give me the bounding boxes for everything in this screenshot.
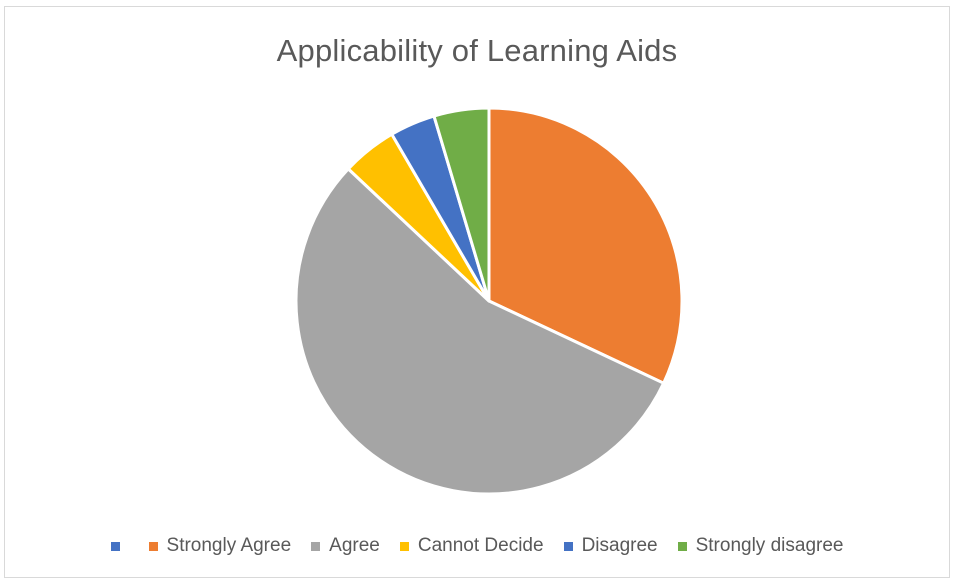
- pie-slice-strongly-agree: [487, 106, 684, 385]
- pie-slice-agree: [294, 167, 666, 496]
- chart-title: Applicability of Learning Aids: [276, 33, 678, 68]
- legend-swatch: [110, 541, 120, 551]
- legend-swatch: [677, 541, 687, 551]
- legend-label: Strongly Agree: [166, 535, 292, 556]
- chart-frame: Applicability of Learning Aids Strongly …: [4, 6, 950, 578]
- legend-swatch: [311, 541, 321, 551]
- legend-label: Cannot Decide: [417, 535, 544, 556]
- pie-chart: [294, 106, 684, 496]
- pie-slice-strongly-disagree: [432, 106, 491, 303]
- legend-item-cannot-decide: Cannot Decide: [399, 535, 544, 557]
- legend-label: Agree: [329, 535, 380, 556]
- legend-item-strongly-disagree: Strongly disagree: [677, 535, 844, 557]
- legend-item-disagree: Disagree: [563, 535, 658, 557]
- legend-swatch: [148, 541, 158, 551]
- legend-item-agree: Agree: [311, 535, 380, 557]
- legend-swatch: [399, 541, 409, 551]
- legend-item-unlabeled: [110, 541, 129, 551]
- legend-swatch: [563, 541, 573, 551]
- legend-label: Disagree: [581, 535, 658, 556]
- legend: Strongly Agree Agree Cannot Decide Disagree…: [5, 535, 949, 557]
- legend-label: Strongly disagree: [695, 535, 844, 556]
- legend-item-strongly-agree: Strongly Agree: [148, 535, 292, 557]
